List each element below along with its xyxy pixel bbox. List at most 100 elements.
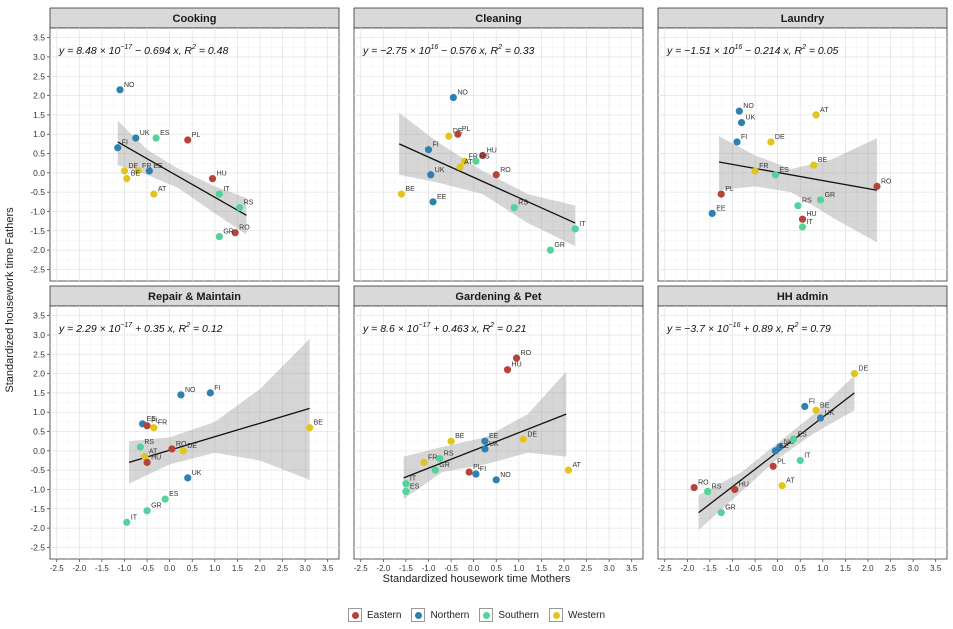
- y-tick-label: 0.0: [33, 168, 45, 178]
- x-tick-label: -1.0: [118, 564, 132, 573]
- data-point: [503, 366, 512, 374]
- equation-part: = 0.79: [798, 323, 831, 335]
- legend-item: Western: [548, 608, 605, 622]
- data-point: [424, 146, 433, 154]
- panel-background: [657, 27, 948, 282]
- x-tick-label: -2.0: [376, 564, 390, 573]
- point-label: DE: [129, 163, 139, 170]
- data-point: [436, 454, 444, 463]
- legend-dot: [483, 612, 491, 619]
- point-label: BE: [818, 157, 828, 164]
- equation-part: y = 8.48 × 10: [58, 45, 120, 57]
- y-tick-label: 3.0: [33, 52, 45, 62]
- y-tick-label: 1.5: [33, 388, 45, 398]
- regression-equation: y = 2.29 × 10−17 + 0.35 x, R2 = 0.12: [58, 322, 223, 335]
- x-tick-label: -1.0: [726, 564, 740, 573]
- x-tick-label: 3.5: [930, 564, 942, 573]
- data-point: [456, 163, 464, 171]
- regression-equation: y = 8.6 × 10−17 + 0.463 x, R2 = 0.21: [362, 322, 526, 335]
- point-label: FR: [428, 454, 437, 461]
- x-tick-label: -2.0: [72, 564, 86, 573]
- legend-key: [479, 608, 494, 622]
- point-label: EE: [437, 194, 447, 201]
- point-label: HU: [151, 454, 161, 461]
- x-tick-label: 0.0: [468, 564, 480, 573]
- point-label: RS: [480, 153, 490, 160]
- equation-part: − 0.576 x, R: [438, 45, 498, 57]
- point-label: RO: [500, 167, 511, 174]
- point-label: ES: [169, 491, 179, 498]
- data-point: [512, 354, 521, 362]
- data-point: [134, 167, 142, 175]
- point-label: PL: [777, 458, 786, 465]
- data-point: [708, 209, 716, 218]
- point-label: IT: [807, 219, 814, 226]
- point-label: ES: [779, 167, 789, 174]
- point-label: PL: [473, 464, 482, 471]
- data-point: [873, 182, 881, 190]
- point-label: IT: [804, 453, 811, 460]
- data-point: [751, 167, 759, 175]
- point-label: NO: [185, 387, 196, 394]
- equation-part: −16: [729, 322, 741, 329]
- data-point: [215, 190, 223, 198]
- equation-part: = 0.33: [502, 45, 535, 57]
- y-tick-label: -1.0: [30, 206, 45, 216]
- data-point: [132, 134, 140, 142]
- x-tick-label: -2.5: [50, 564, 64, 573]
- legend: Eastern Northern Southern Western: [0, 608, 953, 622]
- point-label: BE: [455, 433, 465, 440]
- equation-part: − 0.694 x, R: [132, 45, 192, 57]
- point-label: PL: [462, 126, 471, 133]
- x-tick-label: 2.5: [885, 564, 897, 573]
- point-label: NO: [500, 472, 511, 479]
- point-label: HU: [739, 481, 749, 488]
- point-label: RS: [244, 200, 254, 207]
- legend-item: Northern: [411, 608, 469, 622]
- data-point: [206, 389, 214, 397]
- data-point: [733, 138, 741, 146]
- data-point: [445, 132, 453, 140]
- point-label: IT: [410, 476, 417, 483]
- equation-part: −17: [120, 44, 133, 51]
- confidence-band: [403, 371, 567, 500]
- point-label: EE: [147, 416, 157, 423]
- data-point: [481, 445, 489, 453]
- point-label: EE: [489, 433, 499, 440]
- data-point: [116, 86, 124, 94]
- data-point: [231, 229, 239, 237]
- point-label: FR: [158, 420, 167, 427]
- data-point: [143, 422, 151, 430]
- data-point: [492, 476, 500, 484]
- data-point: [120, 167, 129, 175]
- x-tick-label: 3.0: [908, 564, 920, 573]
- point-label: RO: [239, 225, 250, 232]
- legend-key: [347, 608, 362, 622]
- data-point: [397, 190, 406, 198]
- data-point: [150, 190, 158, 198]
- equation-part: −17: [418, 322, 431, 329]
- facet-title: Cooking: [173, 13, 217, 25]
- data-point: [737, 119, 746, 127]
- y-tick-label: 0.5: [33, 149, 45, 159]
- point-label: NO: [457, 90, 468, 97]
- regression-equation: y = −2.75 × 1016 − 0.576 x, R2 = 0.33: [362, 44, 535, 57]
- data-point: [461, 157, 469, 165]
- data-point: [690, 483, 698, 492]
- equation-part: y = −3.7 × 10: [666, 323, 729, 335]
- y-tick-label: -1.0: [30, 484, 45, 494]
- y-tick-label: -1.5: [30, 504, 45, 514]
- data-point: [143, 458, 151, 467]
- equation-part: = 0.21: [494, 323, 526, 335]
- data-point: [771, 171, 780, 179]
- point-label: FR: [142, 163, 151, 170]
- data-point: [810, 161, 818, 169]
- data-point: [236, 204, 244, 212]
- point-label: AT: [786, 478, 795, 485]
- panel-background: [353, 305, 644, 560]
- data-point: [402, 480, 410, 488]
- data-point: [472, 470, 480, 478]
- x-tick-label: 1.5: [536, 564, 548, 573]
